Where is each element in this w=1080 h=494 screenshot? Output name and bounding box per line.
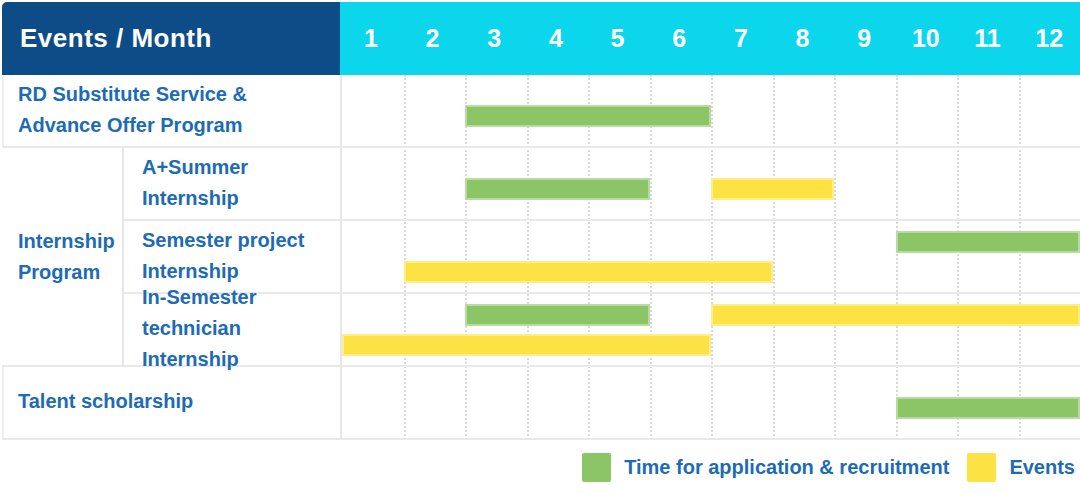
gantt-table: Events / Month 123456789101112 RD Substi… <box>2 2 1080 440</box>
month-area-talent-scholarship <box>342 367 1080 438</box>
row-label-line: technician Internship <box>142 313 340 375</box>
legend-item-yellow: Events <box>967 453 1075 482</box>
row-label-semester-project-internship: Semester projectInternship <box>126 221 340 290</box>
row-a-plus-summer-internship: A+SummerInternship <box>2 148 1080 221</box>
row-label-line: A+Summer <box>142 152 340 183</box>
gantt-chart: Events / Month 123456789101112 RD Substi… <box>0 0 1080 494</box>
green-bar-rd-substitute-service <box>465 105 711 127</box>
legend-label: Time for application & recruitment <box>624 456 949 479</box>
month-area-in-semester-technician-internship <box>342 294 1080 365</box>
group-cell-internship-program: Internship Program <box>2 148 124 367</box>
yellow-swatch-icon <box>967 453 996 482</box>
green-bar-a-plus-summer-internship <box>465 178 650 200</box>
row-label-talent-scholarship: Talent scholarship <box>2 367 340 436</box>
row-label-rd-substitute-service: RD Substitute Service &Advance Offer Pro… <box>2 75 340 144</box>
yellow-bar-in-semester-technician-internship <box>342 334 711 356</box>
legend-item-green: Time for application & recruitment <box>582 453 949 482</box>
row-in-semester-technician-internship: In-Semestertechnician Internship <box>2 294 1080 367</box>
green-bar-talent-scholarship <box>896 397 1080 419</box>
row-label-line: Advance Offer Program <box>18 110 340 141</box>
row-talent-scholarship: Talent scholarship <box>2 367 1080 440</box>
group-label-line: Program <box>18 257 122 288</box>
legend: Time for application & recruitment Events <box>582 446 1075 488</box>
row-label-line: In-Semester <box>142 282 340 313</box>
month-area-rd-substitute-service <box>342 75 1080 146</box>
group-label-line: Internship <box>18 226 122 257</box>
row-label-in-semester-technician-internship: In-Semestertechnician Internship <box>126 294 340 363</box>
legend-label: Events <box>1009 456 1075 479</box>
green-bar-semester-project-internship <box>896 231 1080 253</box>
row-label-a-plus-summer-internship: A+SummerInternship <box>126 148 340 217</box>
yellow-bar-semester-project-internship <box>404 261 773 283</box>
row-label-line: Talent scholarship <box>18 386 340 417</box>
month-area-a-plus-summer-internship <box>342 148 1080 219</box>
row-rd-substitute-service: RD Substitute Service &Advance Offer Pro… <box>2 75 1080 148</box>
row-label-line: RD Substitute Service & <box>18 79 340 110</box>
yellow-bar-a-plus-summer-internship <box>711 178 834 200</box>
green-bar-in-semester-technician-internship <box>465 304 650 326</box>
yellow-bar-in-semester-technician-internship <box>711 304 1080 326</box>
row-label-line: Semester project <box>142 225 340 256</box>
row-label-line: Internship <box>142 183 340 214</box>
month-area-semester-project-internship <box>342 221 1080 292</box>
green-swatch-icon <box>582 453 611 482</box>
rows-layer: RD Substitute Service &Advance Offer Pro… <box>2 2 1080 440</box>
